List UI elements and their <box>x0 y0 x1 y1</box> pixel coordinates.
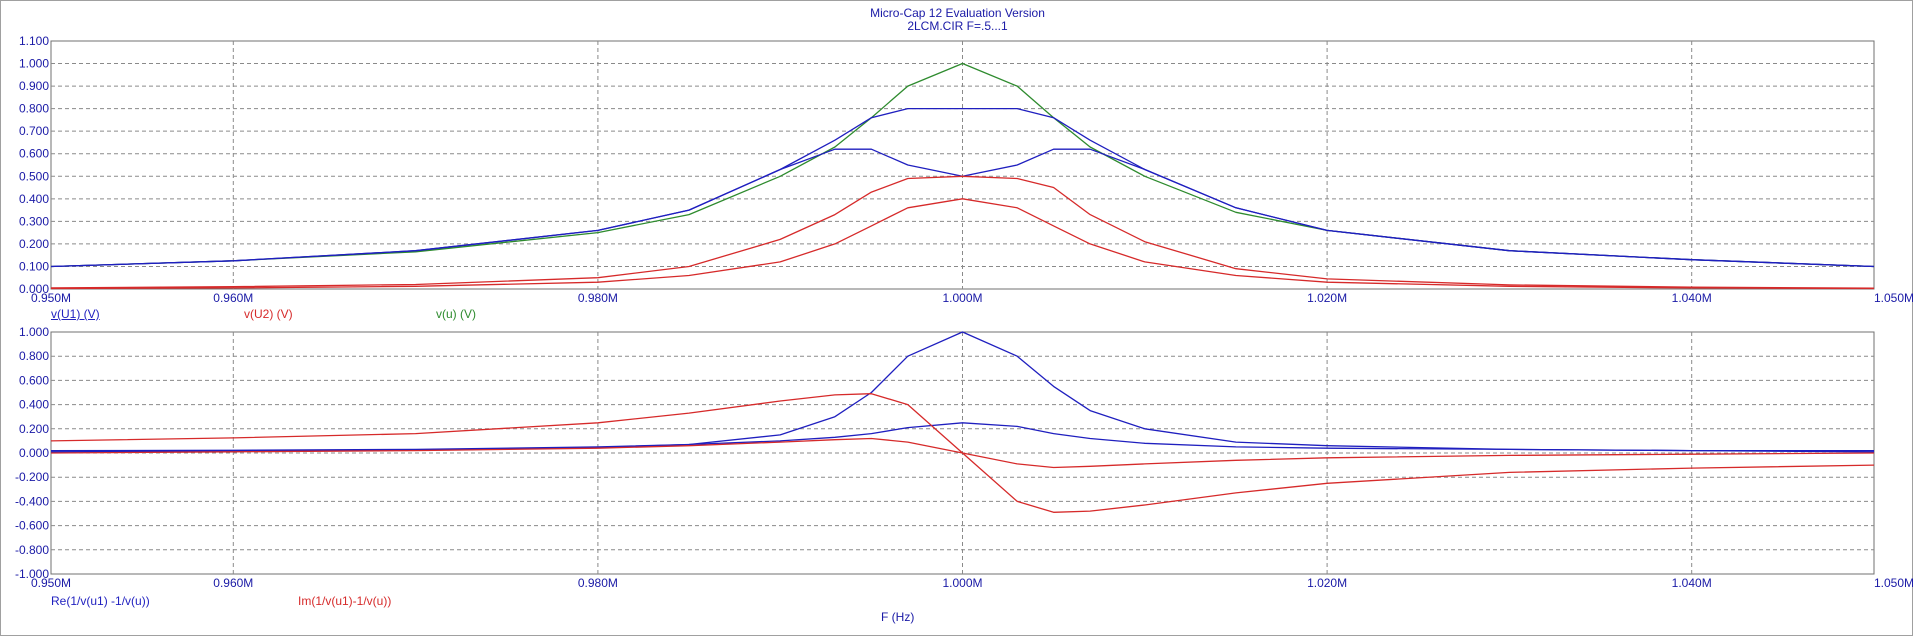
x-tick-label-1-0: 0.950M <box>31 576 71 590</box>
x-tick-label-0-5: 1.040M <box>1672 291 1712 305</box>
legend-bottom-0[interactable]: Re(1/v(u1) -1/v(u)) <box>51 594 150 608</box>
series-line-0-3 <box>50 175 1875 289</box>
x-tick-label-0-2: 0.980M <box>578 291 618 305</box>
series-line-1-3 <box>50 437 1875 469</box>
x-tick-label-1-2: 0.980M <box>578 576 618 590</box>
y-tick-label-0-7: 0.700 <box>19 124 49 138</box>
legend-top-1[interactable]: v(U2) (V) <box>244 307 293 321</box>
y-tick-label-0-6: 0.600 <box>19 147 49 161</box>
y-tick-label-0-3: 0.300 <box>19 214 49 228</box>
y-tick-label-0-1: 0.100 <box>19 259 49 273</box>
y-tick-label-0-5: 0.500 <box>19 169 49 183</box>
x-tick-label-1-3: 1.000M <box>942 576 982 590</box>
series-line-1-1 <box>50 422 1874 452</box>
y-tick-label-1-4: -0.200 <box>15 470 49 484</box>
x-tick-label-0-0: 0.950M <box>31 291 71 305</box>
circuit-subtitle: 2LCM.CIR F=.5...1 <box>907 19 1008 33</box>
x-tick-label-1-6: 1.050M <box>1874 576 1913 590</box>
legend-top-2[interactable]: v(u) (V) <box>436 307 476 321</box>
y-tick-label-1-8: 0.600 <box>19 373 49 387</box>
x-tick-label-0-6: 1.050M <box>1874 291 1913 305</box>
y-tick-label-0-8: 0.800 <box>19 102 49 116</box>
series-line-0-2 <box>50 148 1875 268</box>
legend-bottom-1[interactable]: Im(1/v(u1)-1/v(u)) <box>298 594 392 608</box>
x-tick-label-0-4: 1.020M <box>1307 291 1347 305</box>
y-tick-label-0-0: 0.000 <box>19 282 49 296</box>
y-tick-label-1-10: 1.000 <box>19 325 49 339</box>
y-tick-label-1-6: 0.200 <box>19 422 49 436</box>
y-tick-label-0-11: 1.100 <box>19 34 49 48</box>
y-tick-label-1-7: 0.400 <box>19 398 49 412</box>
y-tick-label-1-9: 0.800 <box>19 349 49 363</box>
series-line-0-4 <box>50 198 1875 290</box>
y-tick-label-1-1: -0.800 <box>15 543 49 557</box>
y-tick-label-0-2: 0.200 <box>19 237 49 251</box>
legend-top-0[interactable]: v(U1) (V) <box>51 307 100 321</box>
y-tick-label-1-3: -0.400 <box>15 494 49 508</box>
y-tick-label-1-2: -0.600 <box>15 519 49 533</box>
x-axis-title: F (Hz) <box>881 610 915 624</box>
x-tick-label-0-1: 0.960M <box>213 291 253 305</box>
y-tick-label-0-10: 1.000 <box>19 57 49 71</box>
y-tick-label-0-4: 0.400 <box>19 192 49 206</box>
y-tick-label-0-9: 0.900 <box>19 79 49 93</box>
window-title: Micro-Cap 12 Evaluation Version <box>870 6 1045 20</box>
y-tick-label-1-5: 0.000 <box>19 446 49 460</box>
x-tick-label-1-1: 0.960M <box>213 576 253 590</box>
y-tick-label-1-0: -1.000 <box>15 567 49 581</box>
x-tick-label-1-4: 1.020M <box>1307 576 1347 590</box>
x-tick-label-0-3: 1.000M <box>942 291 982 305</box>
x-tick-label-1-5: 1.040M <box>1672 576 1712 590</box>
